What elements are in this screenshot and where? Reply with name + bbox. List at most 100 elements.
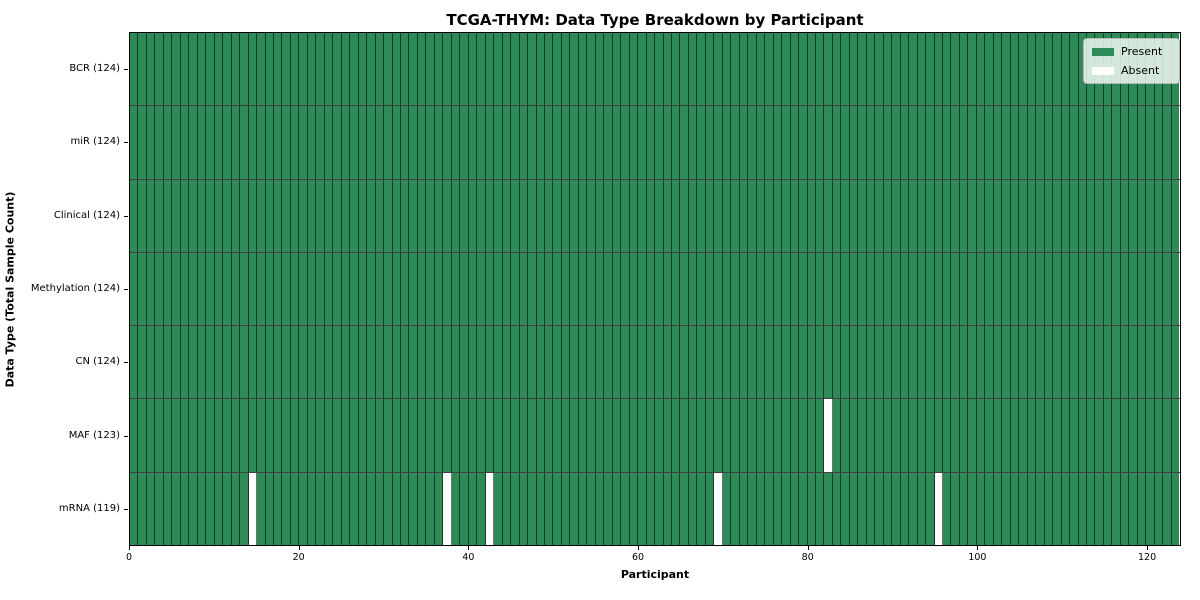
heatmap-cell-present (917, 33, 927, 106)
heatmap-cell-present (392, 33, 401, 106)
heatmap-cell-present (511, 252, 520, 326)
heatmap-cell-present (697, 252, 706, 326)
heatmap-cell-present (943, 399, 952, 472)
heatmap-cell-present (341, 399, 351, 472)
heatmap-cell-present (951, 472, 960, 545)
heatmap-cell-present (688, 33, 698, 106)
heatmap-cell-present (1010, 252, 1020, 326)
heatmap-cell-present (341, 326, 351, 399)
heatmap-cell-present (417, 33, 427, 106)
heatmap-cell-present (587, 33, 596, 106)
heatmap-cell-present (578, 472, 588, 545)
heatmap-cell-present (223, 33, 232, 106)
heatmap-cell-present (477, 179, 486, 252)
heatmap-cell-present (731, 252, 740, 326)
x-tick-label: 20 (292, 552, 305, 563)
heatmap-cell-present (578, 179, 588, 252)
heatmap-cell-present (621, 326, 630, 399)
y-tick-mark (124, 435, 128, 437)
heatmap-cell-present (621, 33, 630, 106)
heatmap-cell-present (214, 326, 224, 399)
heatmap-cell-present (943, 326, 952, 399)
heatmap-cell-present (257, 179, 266, 252)
heatmap-cell-present (248, 252, 258, 326)
heatmap-cell-present (240, 252, 249, 326)
heatmap-cell-present (307, 179, 317, 252)
heatmap-row-mRNA (130, 472, 1180, 545)
heatmap-cell-present (443, 33, 452, 106)
legend-item-absent: Absent (1092, 64, 1171, 77)
heatmap-cell-present (172, 106, 181, 179)
heatmap-cell-present (883, 472, 893, 545)
heatmap-cell-present (206, 33, 215, 106)
heatmap-cell-present (1171, 106, 1180, 179)
heatmap-cell-present (849, 252, 859, 326)
heatmap-cell-present (638, 399, 647, 472)
heatmap-cell-present (900, 326, 910, 399)
heatmap-cell-present (799, 472, 808, 545)
y-tick-label-CN: CN (124) (75, 356, 120, 368)
heatmap-cell-present (959, 179, 969, 252)
heatmap-cell-present (688, 326, 698, 399)
heatmap-cell-present (663, 33, 672, 106)
heatmap-cell-present (138, 179, 147, 252)
heatmap-cell-present (409, 399, 418, 472)
heatmap-cell-present (282, 472, 291, 545)
heatmap-cell-present (468, 106, 478, 179)
heatmap-cell-present (1163, 252, 1172, 326)
heatmap-cell-present (324, 399, 334, 472)
heatmap-cell-present (401, 326, 410, 399)
heatmap-cell-present (333, 472, 342, 545)
heatmap-cell-present (1053, 33, 1062, 106)
heatmap-cell-present (663, 179, 672, 252)
heatmap-cell-present (468, 472, 478, 545)
heatmap-cell-present (265, 399, 274, 472)
heatmap-cell-present (858, 106, 867, 179)
heatmap-cell-present (426, 399, 435, 472)
heatmap-cell-present (528, 326, 537, 399)
heatmap-cell-present (934, 252, 943, 326)
heatmap-cell-present (358, 252, 368, 326)
heatmap-cell-present (392, 399, 401, 472)
heatmap-cell-present (680, 326, 689, 399)
heatmap-cell-present (773, 33, 783, 106)
heatmap-cell-present (350, 399, 359, 472)
heatmap-cell-present (1002, 472, 1011, 545)
heatmap-cell-present (273, 106, 283, 179)
heatmap-cell-present (1070, 33, 1079, 106)
heatmap-cell-present (926, 399, 935, 472)
heatmap-cell-present (172, 399, 181, 472)
heatmap-cell-present (544, 252, 554, 326)
heatmap-cell-present (655, 179, 664, 252)
heatmap-cell-present (782, 106, 791, 179)
heatmap-cell-present (1053, 472, 1062, 545)
heatmap-cell-present (350, 106, 359, 179)
heatmap-cell-present (773, 179, 783, 252)
heatmap-cell-present (206, 252, 215, 326)
heatmap-cell-present (367, 472, 376, 545)
heatmap-cell-present (434, 33, 444, 106)
heatmap-cell-present (748, 179, 757, 252)
heatmap-cell-present (223, 326, 232, 399)
heatmap-cell-present (722, 179, 732, 252)
heatmap-cell-present (646, 326, 656, 399)
heatmap-cell-present (1137, 179, 1147, 252)
heatmap-cell-present (544, 179, 554, 252)
heatmap-cell-present (1112, 252, 1121, 326)
heatmap-cell-present (528, 179, 537, 252)
heatmap-cell-present (172, 33, 181, 106)
heatmap-cell-present (1129, 326, 1138, 399)
heatmap-cell-present (163, 326, 173, 399)
heatmap-cell-present (993, 33, 1003, 106)
heatmap-cell-present (511, 33, 520, 106)
heatmap-cell-present (824, 472, 833, 545)
heatmap-cell-present (570, 179, 579, 252)
heatmap-cell-present (350, 472, 359, 545)
heatmap-cell-present (680, 33, 689, 106)
heatmap-cell-present (934, 179, 943, 252)
heatmap-cell-present (976, 252, 986, 326)
heatmap-cell-present (731, 33, 740, 106)
heatmap-cell-present (561, 33, 571, 106)
heatmap-cell-present (951, 326, 960, 399)
heatmap-cell-present (206, 326, 215, 399)
